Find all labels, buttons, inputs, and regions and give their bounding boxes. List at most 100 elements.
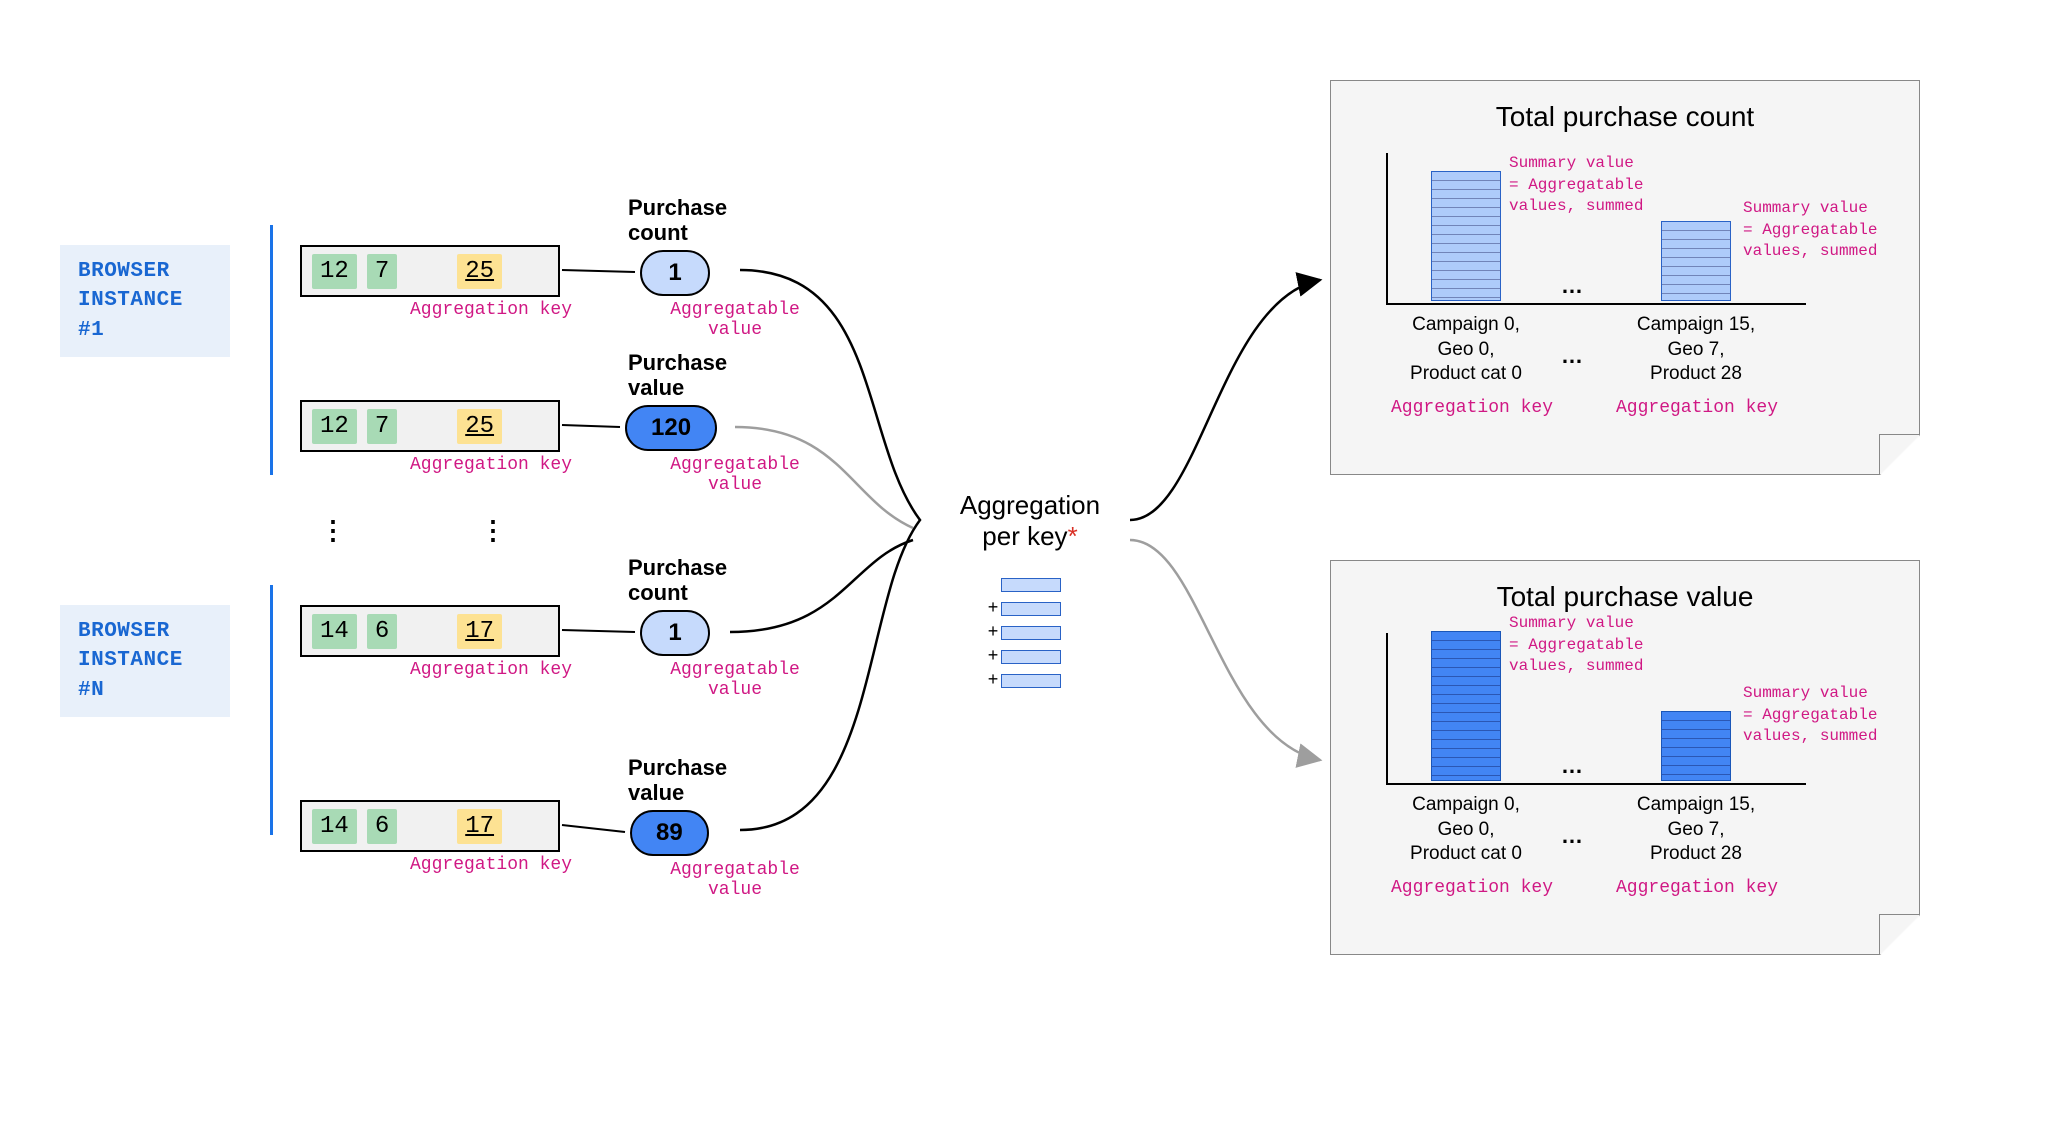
stack-slab bbox=[1001, 626, 1061, 640]
label-line: BROWSER bbox=[78, 260, 170, 283]
key-part: 7 bbox=[367, 409, 397, 444]
c-line: Aggregatable bbox=[670, 455, 800, 475]
key-part: 6 bbox=[367, 614, 397, 649]
purchase-count-pill-1: 1 bbox=[640, 250, 710, 296]
c-line: value bbox=[708, 320, 762, 340]
key-spacer bbox=[407, 822, 447, 830]
aggregation-key-caption: Aggregation key bbox=[1391, 398, 1553, 418]
aggregation-key-caption: Aggregation key bbox=[1391, 878, 1553, 898]
plus-icon: + bbox=[985, 647, 1001, 667]
t-line: value bbox=[628, 375, 684, 400]
c-line: value bbox=[708, 880, 762, 900]
stack-slab bbox=[1001, 578, 1061, 592]
pill-title-3: Purchase count bbox=[628, 555, 727, 606]
y-axis bbox=[1386, 633, 1388, 783]
n-line: Summary value bbox=[1743, 684, 1868, 702]
vertical-dots: ⋮ bbox=[320, 515, 346, 546]
n-line: values, summed bbox=[1509, 657, 1643, 675]
stack-slab bbox=[1001, 650, 1061, 664]
chart-ellipsis: … bbox=[1561, 343, 1583, 369]
x-line: Product 28 bbox=[1650, 843, 1742, 864]
label-line: BROWSER bbox=[78, 620, 170, 643]
x-line: Geo 0, bbox=[1437, 339, 1494, 360]
x-line: Campaign 15, bbox=[1637, 794, 1755, 815]
c-line: Aggregatable bbox=[670, 860, 800, 880]
n-line: values, summed bbox=[1743, 242, 1877, 260]
t-line: count bbox=[628, 220, 688, 245]
panel-chart-area: … Summary value = Aggregatable values, s… bbox=[1331, 613, 1919, 951]
summary-note: Summary value = Aggregatable values, sum… bbox=[1509, 153, 1643, 218]
n-line: Summary value bbox=[1509, 154, 1634, 172]
pill-value: 1 bbox=[668, 259, 681, 287]
key-part: 17 bbox=[457, 614, 502, 649]
plus-icon bbox=[985, 575, 1001, 595]
x-line: Product 28 bbox=[1650, 363, 1742, 384]
n-line: values, summed bbox=[1743, 727, 1877, 745]
chart-ellipsis: … bbox=[1561, 753, 1583, 779]
summary-note: Summary value = Aggregatable values, sum… bbox=[1743, 683, 1877, 748]
agg-line: per key bbox=[982, 521, 1067, 551]
browser-1-bar bbox=[270, 225, 273, 475]
n-line: = Aggregatable bbox=[1743, 706, 1877, 724]
c-line: value bbox=[708, 680, 762, 700]
key-part: 7 bbox=[367, 254, 397, 289]
aggregation-key-box-1: 12 7 25 bbox=[300, 245, 560, 297]
c-line: Aggregatable bbox=[670, 300, 800, 320]
key-spacer bbox=[407, 422, 447, 430]
browser-instance-1-label: BROWSER INSTANCE #1 bbox=[60, 245, 230, 357]
purchase-value-pill-2: 89 bbox=[630, 810, 709, 856]
n-line: Summary value bbox=[1509, 614, 1634, 632]
label-line: INSTANCE #N bbox=[78, 649, 183, 701]
aggregatable-value-caption: Aggregatable value bbox=[660, 860, 810, 900]
key-part: 14 bbox=[312, 809, 357, 844]
plus-icon: + bbox=[985, 599, 1001, 619]
aggregation-per-key-label: Aggregation per key* bbox=[940, 490, 1120, 552]
key-part: 25 bbox=[457, 409, 502, 444]
purchase-value-pill-1: 120 bbox=[625, 405, 717, 451]
aggregation-key-box-4: 14 6 17 bbox=[300, 800, 560, 852]
agg-line: Aggregation bbox=[960, 490, 1100, 520]
chart-bar-1 bbox=[1431, 631, 1501, 781]
purchase-count-pill-2: 1 bbox=[640, 610, 710, 656]
t-line: Purchase bbox=[628, 755, 727, 780]
pill-value: 89 bbox=[656, 819, 683, 847]
pill-value: 120 bbox=[651, 414, 691, 442]
panel-title: Total purchase count bbox=[1331, 101, 1919, 133]
aggregation-key-caption: Aggregation key bbox=[410, 455, 572, 475]
n-line: Summary value bbox=[1743, 199, 1868, 217]
panel-title: Total purchase value bbox=[1331, 581, 1919, 613]
x-line: Product cat 0 bbox=[1410, 363, 1522, 384]
pill-value: 1 bbox=[668, 619, 681, 647]
x-line: Geo 0, bbox=[1437, 819, 1494, 840]
browser-instance-n-label: BROWSER INSTANCE #N bbox=[60, 605, 230, 717]
stacked-sum-icon: + + + + bbox=[985, 575, 1061, 695]
chart-bar-2 bbox=[1661, 221, 1731, 301]
stack-slab bbox=[1001, 674, 1061, 688]
plus-icon: + bbox=[985, 623, 1001, 643]
aggregation-key-caption: Aggregation key bbox=[410, 300, 572, 320]
x-line: Geo 7, bbox=[1667, 819, 1724, 840]
browser-n-bar bbox=[270, 585, 273, 835]
panel-chart-area: … Summary value = Aggregatable values, s… bbox=[1331, 133, 1919, 471]
t-line: Purchase bbox=[628, 555, 727, 580]
key-part: 12 bbox=[312, 409, 357, 444]
plus-icon: + bbox=[985, 671, 1001, 691]
t-line: Purchase bbox=[628, 350, 727, 375]
chart-bar-1 bbox=[1431, 171, 1501, 301]
t-line: count bbox=[628, 580, 688, 605]
total-purchase-count-panel: Total purchase count … Summary value = A… bbox=[1330, 80, 1920, 475]
total-purchase-value-panel: Total purchase value … Summary value = A… bbox=[1330, 560, 1920, 955]
pill-title-2: Purchase value bbox=[628, 350, 727, 401]
x-label-2: Campaign 15, Geo 7, Product 28 bbox=[1621, 793, 1771, 867]
key-spacer bbox=[407, 267, 447, 275]
t-line: Purchase bbox=[628, 195, 727, 220]
key-part: 17 bbox=[457, 809, 502, 844]
x-line: Campaign 15, bbox=[1637, 314, 1755, 335]
key-part: 14 bbox=[312, 614, 357, 649]
vertical-dots: ⋮ bbox=[480, 515, 506, 546]
y-axis bbox=[1386, 153, 1388, 303]
summary-note: Summary value = Aggregatable values, sum… bbox=[1509, 613, 1643, 678]
key-part: 6 bbox=[367, 809, 397, 844]
stack-slab bbox=[1001, 602, 1061, 616]
n-line: = Aggregatable bbox=[1743, 221, 1877, 239]
